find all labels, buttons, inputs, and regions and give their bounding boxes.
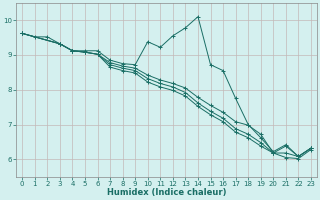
- X-axis label: Humidex (Indice chaleur): Humidex (Indice chaleur): [107, 188, 226, 197]
